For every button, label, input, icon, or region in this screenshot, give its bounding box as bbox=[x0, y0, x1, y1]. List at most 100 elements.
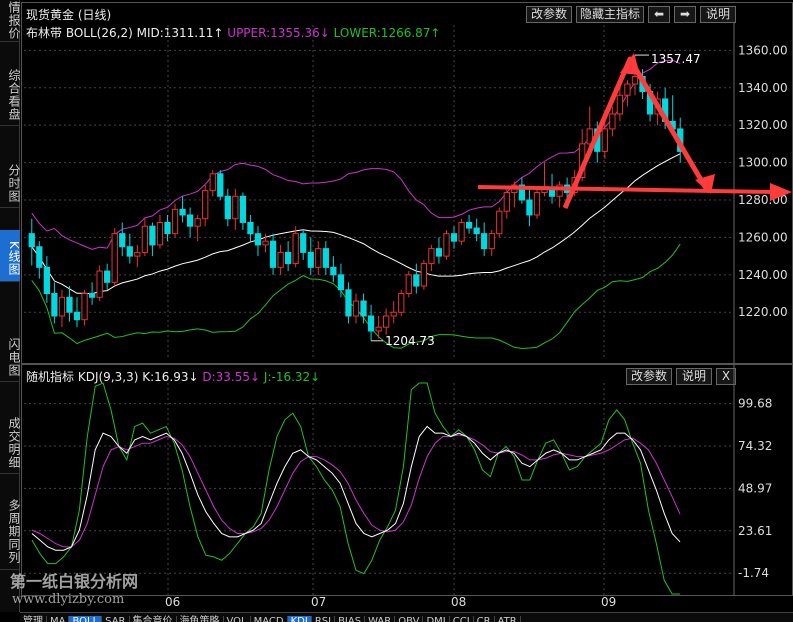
candle-body bbox=[262, 240, 269, 246]
candle-body bbox=[179, 208, 186, 216]
candle-body bbox=[36, 246, 43, 268]
candle-body bbox=[300, 233, 307, 253]
tab-overview[interactable]: 综合看盘 bbox=[0, 64, 21, 126]
toolbar-item-kdj[interactable]: KDJ bbox=[287, 616, 312, 622]
candle-body bbox=[413, 274, 420, 287]
boll-name: 布林带 bbox=[26, 26, 63, 40]
candle-body bbox=[66, 296, 73, 313]
left-view-tabs: 情报价 综合看盘 分时图 K线图 闪电图 成交明细 多周期同列 bbox=[0, 0, 21, 612]
candle-body bbox=[164, 221, 171, 235]
candle-body bbox=[186, 214, 194, 227]
tab-intraday[interactable]: 分时图 bbox=[0, 160, 21, 208]
help-button[interactable]: 说明 bbox=[700, 6, 736, 23]
candle-body bbox=[488, 233, 495, 250]
toolbar-item-atr[interactable]: ATR bbox=[495, 616, 521, 622]
kdj-panel: 随机指标 KDJ(9,3,3) K:16.93↓ D:33.55↓ J:-16.… bbox=[21, 364, 793, 596]
candle-body bbox=[202, 190, 209, 220]
y-tick-label: 1320.00 bbox=[738, 118, 788, 132]
x-tick-08: 08 bbox=[451, 595, 467, 609]
candle-body bbox=[526, 199, 533, 216]
y-tick-label: 1340.00 bbox=[738, 81, 788, 95]
candle-body bbox=[352, 300, 360, 317]
scroll-left-button[interactable]: ⬅ bbox=[648, 6, 670, 23]
candle-body bbox=[269, 240, 277, 268]
kline-header: 现货黄金 (日线) 改参数 隐藏主指标 ⬅ ➡ 说明 bbox=[22, 3, 792, 23]
candle-body bbox=[43, 266, 50, 295]
toolbar-item-cr[interactable]: CR bbox=[474, 616, 495, 622]
candle-body bbox=[149, 225, 156, 246]
candle-body bbox=[73, 311, 81, 321]
toolbar-item-集合竞价[interactable]: 集合竞价 bbox=[130, 616, 177, 622]
toolbar-item-boll[interactable]: BOLL bbox=[69, 616, 103, 622]
toolbar-item-dmi[interactable]: DMI bbox=[423, 616, 450, 622]
candle-body bbox=[292, 233, 299, 265]
candle-body bbox=[503, 192, 510, 212]
candle-body bbox=[390, 311, 397, 317]
toolbar-item-macd[interactable]: MACD bbox=[251, 616, 288, 622]
tab-trade-detail[interactable]: 成交明细 bbox=[0, 412, 21, 474]
candle-body bbox=[111, 233, 118, 283]
tab-flash[interactable]: 闪电图 bbox=[0, 334, 21, 382]
toolbar-item-obv[interactable]: OBV bbox=[395, 616, 424, 622]
kdj-d-line bbox=[31, 434, 681, 548]
support-arrow-line bbox=[477, 185, 775, 194]
candle-body bbox=[616, 94, 624, 115]
hide-main-indicator-button[interactable]: 隐藏主指标 bbox=[576, 6, 644, 23]
kdj-k-value: K:16.93↓ bbox=[142, 370, 199, 384]
toolbar-item-sar[interactable]: SAR bbox=[102, 616, 130, 622]
candle-body bbox=[383, 315, 390, 328]
candle-body bbox=[156, 221, 164, 246]
toolbar-item-ma[interactable]: MA bbox=[47, 616, 70, 622]
candle-body bbox=[96, 270, 103, 298]
x-tick-07: 07 bbox=[311, 595, 327, 609]
toolbar-item-war[interactable]: WAR bbox=[365, 616, 396, 622]
candle-body bbox=[58, 296, 66, 317]
toolbar-item-bias[interactable]: BIAS bbox=[335, 616, 366, 622]
kdj-close-button[interactable]: X bbox=[716, 368, 736, 385]
candle-body bbox=[28, 233, 35, 248]
kdj-params: KDJ(9,3,3) bbox=[77, 370, 139, 384]
candle-body bbox=[428, 248, 435, 265]
kdj-j-line bbox=[31, 382, 681, 595]
kline-chart[interactable]: 1220.001240.001260.001280.001300.001320.… bbox=[22, 3, 792, 363]
candle-body bbox=[450, 233, 458, 242]
kdj-chart[interactable]: -1.74 23.61 48.97 74.32 99.68 bbox=[22, 365, 792, 595]
toolbar-item-海龟策略[interactable]: 海龟策略 bbox=[177, 616, 224, 622]
kdj-change-params-button[interactable]: 改参数 bbox=[626, 368, 672, 385]
kdj-j-value: J:-16.32↓ bbox=[263, 370, 321, 384]
kdj-help-button[interactable]: 说明 bbox=[676, 368, 712, 385]
watermark-title: 第一纸白银分析网 bbox=[10, 572, 139, 591]
candle-body bbox=[420, 263, 428, 287]
candle-body bbox=[119, 233, 126, 248]
toolbar-item-vol[interactable]: VOL bbox=[224, 616, 251, 622]
boll-params: BOLL(26,2) bbox=[65, 26, 133, 40]
x-tick-06: 06 bbox=[165, 595, 181, 609]
candle-body bbox=[330, 266, 337, 276]
kdj-y-tick-label: 74.32 bbox=[738, 439, 772, 453]
scroll-right-button[interactable]: ➡ bbox=[674, 6, 696, 23]
toolbar-item-cci[interactable]: CCI bbox=[450, 616, 474, 622]
candle-body bbox=[247, 221, 254, 235]
tab-multi-period[interactable]: 多周期同列 bbox=[0, 494, 21, 570]
change-params-button[interactable]: 改参数 bbox=[526, 6, 572, 23]
toolbar-item-管理[interactable]: 管理 bbox=[20, 616, 47, 622]
tab-kline[interactable]: K线图 bbox=[0, 230, 21, 282]
kdj-name: 随机指标 bbox=[26, 370, 75, 384]
candle-body bbox=[360, 300, 367, 317]
candle-body bbox=[631, 76, 639, 85]
kdj-y-tick-label: 99.68 bbox=[738, 397, 772, 411]
candle-body bbox=[209, 173, 216, 192]
candle-body bbox=[104, 270, 111, 283]
candle-body bbox=[141, 225, 149, 253]
high-label: 1357.47 bbox=[651, 52, 701, 66]
boll-mid-line bbox=[31, 153, 681, 295]
candle-body bbox=[435, 248, 443, 257]
kdj-d-value: D:33.55↓ bbox=[202, 370, 261, 384]
tab-quote[interactable]: 情报价 bbox=[0, 0, 21, 42]
y-tick-label: 1260.00 bbox=[738, 230, 788, 244]
boll-mid: MID:1311.11↑ bbox=[136, 26, 224, 40]
toolbar-item-rsi[interactable]: RSI bbox=[312, 616, 336, 622]
kline-panel: 现货黄金 (日线) 改参数 隐藏主指标 ⬅ ➡ 说明 布林带 BOLL(26,2… bbox=[21, 2, 793, 364]
candle-body bbox=[458, 221, 465, 242]
y-tick-label: 1360.00 bbox=[738, 43, 788, 57]
